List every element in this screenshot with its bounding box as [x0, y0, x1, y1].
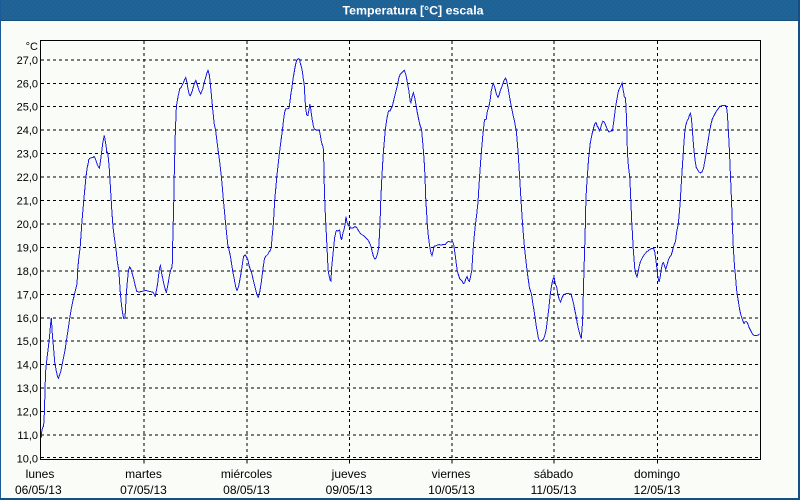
svg-text:27,0: 27,0 — [17, 55, 38, 67]
svg-text:11,0: 11,0 — [17, 430, 38, 442]
svg-text:07/05/13: 07/05/13 — [120, 483, 167, 497]
svg-text:11/05/13: 11/05/13 — [531, 483, 577, 497]
svg-text:°C: °C — [26, 41, 38, 53]
svg-text:26,0: 26,0 — [17, 78, 38, 90]
svg-text:21,0: 21,0 — [17, 196, 38, 208]
svg-text:12/05/13: 12/05/13 — [634, 483, 681, 497]
svg-text:14,0: 14,0 — [17, 360, 38, 372]
svg-text:23,0: 23,0 — [17, 149, 38, 161]
svg-text:10/05/13: 10/05/13 — [428, 483, 475, 497]
svg-text:15,0: 15,0 — [17, 336, 38, 348]
svg-text:lunes: lunes — [26, 467, 55, 481]
svg-text:martes: martes — [125, 467, 162, 481]
svg-text:domingo: domingo — [634, 467, 680, 481]
svg-text:Temperatura [°C] escala: Temperatura [°C] escala — [342, 4, 483, 18]
svg-text:12,0: 12,0 — [17, 407, 38, 419]
svg-text:jueves: jueves — [331, 467, 367, 481]
svg-text:16,0: 16,0 — [17, 313, 38, 325]
svg-text:10,0: 10,0 — [17, 454, 38, 466]
svg-text:22,0: 22,0 — [17, 172, 38, 184]
svg-text:20,0: 20,0 — [17, 219, 38, 231]
svg-text:06/05/13: 06/05/13 — [15, 483, 62, 497]
svg-text:19,0: 19,0 — [17, 242, 38, 254]
svg-text:17,0: 17,0 — [17, 289, 38, 301]
svg-text:24,0: 24,0 — [17, 125, 38, 137]
svg-text:25,0: 25,0 — [17, 102, 38, 114]
svg-text:sábado: sábado — [534, 467, 574, 481]
svg-text:13,0: 13,0 — [17, 383, 38, 395]
svg-text:18,0: 18,0 — [17, 266, 38, 278]
svg-text:miércoles: miércoles — [221, 467, 272, 481]
svg-text:09/05/13: 09/05/13 — [326, 483, 373, 497]
svg-text:viernes: viernes — [432, 467, 471, 481]
svg-text:08/05/13: 08/05/13 — [223, 483, 270, 497]
